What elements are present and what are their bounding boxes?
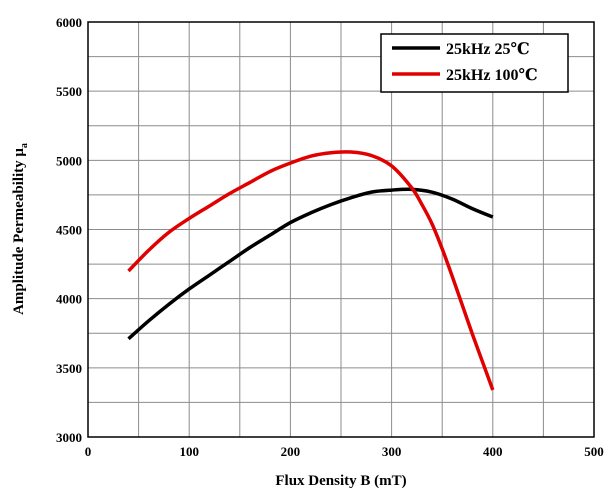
x-tick-label: 400 [483,444,503,459]
y-tick-label: 5000 [56,153,82,168]
y-axis-label-sub: a [19,143,30,148]
y-tick-label: 3000 [56,430,82,445]
series-line-1 [127,150,495,391]
x-tick-label: 100 [179,444,199,459]
plot-frame [87,21,595,438]
y-axis-label-main: Amplitude Permeability μ [11,148,27,315]
legend: 25kHz 25℃ 25kHz 100℃ [380,33,569,93]
y-tick-label: 4000 [56,292,82,307]
y-tick-label: 3500 [56,361,82,376]
x-axis-label: Flux Density B (mT) [275,473,406,489]
y-tick-labels: 3000 3500 4000 4500 5000 5500 6000 [56,15,82,445]
y-tick-label: 5500 [56,84,82,99]
x-tick-label: 300 [382,444,402,459]
x-tick-labels: 0 100 200 300 400 500 [85,444,604,459]
series-layer [127,150,495,391]
x-tick-label: 0 [85,444,92,459]
x-tick-label: 500 [584,444,604,459]
series-line-0 [127,187,494,341]
y-axis-label: Amplitude Permeability μa [11,143,30,315]
y-tick-label: 6000 [56,15,82,30]
legend-box [380,33,569,93]
legend-label-100c: 25kHz 100℃ [446,67,538,84]
legend-label-25c: 25kHz 25℃ [446,41,530,58]
x-tick-label: 200 [281,444,301,459]
y-tick-label: 4500 [56,223,82,238]
